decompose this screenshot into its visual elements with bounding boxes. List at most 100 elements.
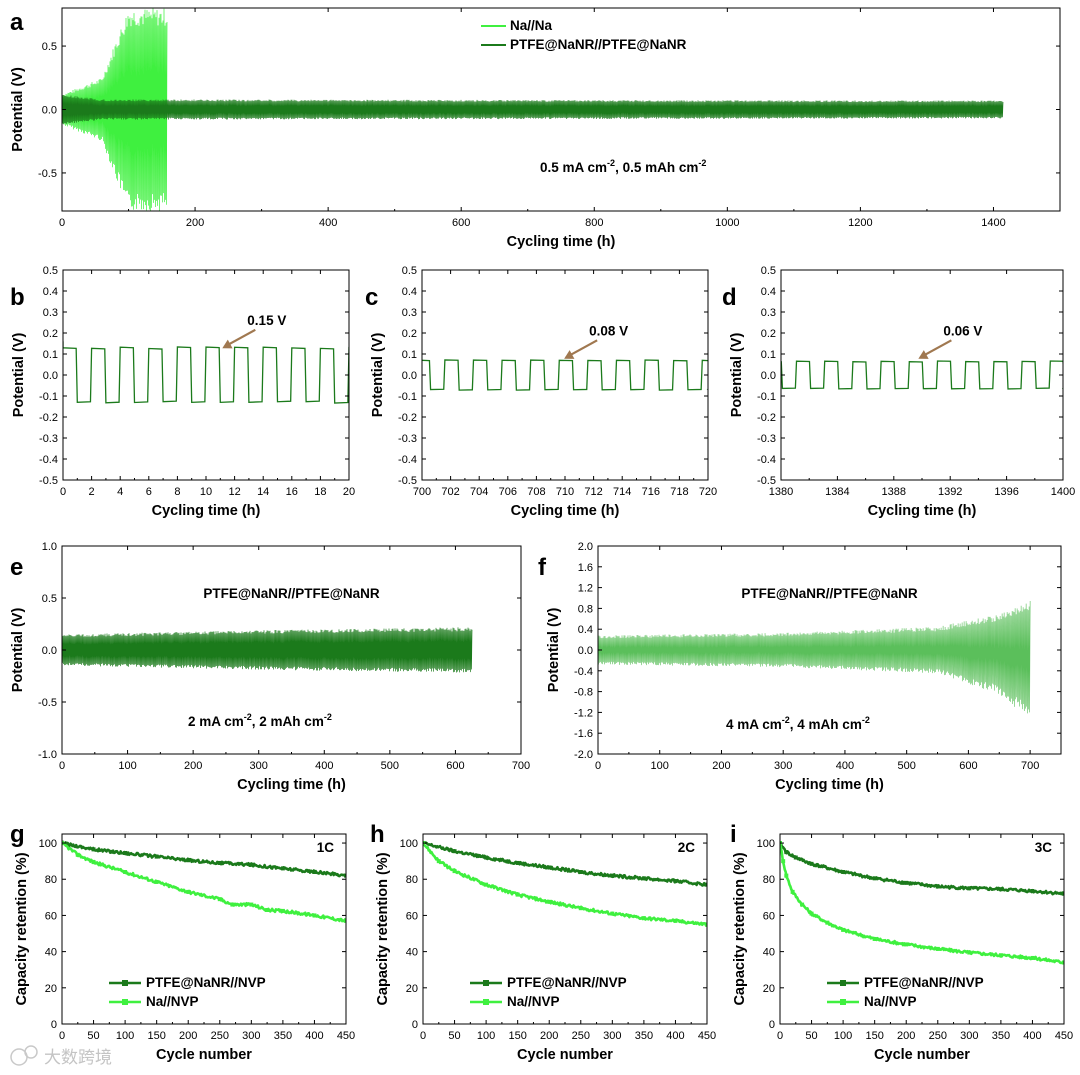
legend-label-i-1: Na//NVP: [864, 994, 917, 1009]
panel-label-i: i: [730, 821, 737, 848]
xtick-label-i-8: 400: [1023, 1030, 1041, 1042]
xaxis-label-g: Cycle number: [156, 1047, 252, 1063]
marker-g-0-5: [217, 860, 222, 865]
yaxis-label-c: Potential (V): [370, 333, 386, 418]
plot-frame-h: [422, 833, 708, 1025]
marker-i-1-8: [872, 936, 877, 941]
panel-label-d: d: [722, 284, 737, 311]
xtick-label-i-2: 100: [834, 1030, 852, 1042]
xtick-label-g-7: 350: [274, 1030, 292, 1042]
xtick-label-i-7: 350: [992, 1030, 1010, 1042]
ytick-label-c-9: 0.4: [402, 286, 417, 298]
ytick-label-g-2: 40: [45, 947, 57, 959]
marker-i-0-11: [1062, 891, 1064, 896]
xtick-label-e-5: 500: [381, 760, 399, 772]
ytick-label-g-3: 60: [45, 910, 57, 922]
xtick-label-f-3: 300: [774, 760, 792, 772]
series-b-0: [63, 341, 349, 404]
xtick-label-d-5: 1400: [1051, 486, 1075, 498]
marker-i-1-14: [1062, 960, 1064, 965]
marker-h-1-7: [610, 911, 615, 916]
plot-frame-i: [779, 833, 1065, 1025]
watermark: 大数跨境: [10, 1045, 112, 1067]
panel-e: 0 100 200 300 400 500 600 700 -1.0 -0.5 0.0 0.5 1.0 C…: [10, 541, 530, 793]
marker-g-1-8: [249, 902, 254, 907]
ytick-label-d-5: 0.0: [761, 370, 776, 382]
marker-g-1-12: [344, 918, 346, 923]
xtick-label-h-0: 0: [420, 1030, 426, 1042]
panel-b: 0 2 4 6 8 10 12 14 16 18 20 -0.5 -0.4 -0.3 -0.2 -0.1 0.0…: [10, 265, 355, 519]
plot-frame-c: [421, 269, 709, 481]
xtick-label-i-1: 50: [805, 1030, 817, 1042]
watermark-logo-icon-2: [24, 1045, 38, 1059]
xtick-label-b-8: 16: [286, 486, 298, 498]
rate-label-g: 1C: [317, 840, 335, 855]
ytick-label-f-10: 2.0: [578, 541, 593, 553]
ytick-label-f-9: 1.6: [578, 562, 593, 574]
series-h-1: [423, 843, 707, 927]
xtick-label-a-4: 800: [585, 217, 603, 229]
xaxis-label-b: Cycling time (h): [152, 503, 261, 519]
data-layer: [423, 841, 707, 927]
panel-d: 1380 1384 1388 1392 1396 1400 -0.5 -0.4 -0.3 -0.2…: [722, 265, 1075, 519]
marker-h-0-2: [484, 855, 489, 860]
marker-g-1-3: [123, 870, 128, 874]
ytick-label-d-1: -0.4: [757, 454, 776, 466]
marker-i-0-3: [809, 861, 814, 866]
xtick-label-d-1: 1384: [825, 486, 849, 498]
marker-h-1-5: [547, 899, 552, 904]
xtick-label-b-1: 2: [89, 486, 95, 498]
marker-h-0-3: [515, 860, 520, 865]
marker-g-0-3: [154, 854, 159, 859]
panel-label-b: b: [10, 284, 25, 311]
xtick-label-i-4: 200: [897, 1030, 915, 1042]
marker-h-1-8: [641, 916, 646, 921]
marker-g-1-5: [186, 889, 191, 894]
ytick-label-b-7: 0.2: [43, 328, 58, 340]
xtick-label-g-8: 400: [305, 1030, 323, 1042]
xtick-label-e-4: 400: [315, 760, 333, 772]
marker-i-0-6: [904, 880, 909, 885]
marker-g-0-9: [344, 873, 346, 878]
ytick-label-b-3: -0.2: [39, 412, 58, 424]
ytick-label-f-4: -0.4: [574, 666, 593, 678]
marker-i-1-12: [998, 953, 1003, 958]
marker-g-0-6: [249, 862, 254, 867]
ytick-label-b-5: 0.0: [43, 370, 58, 382]
xtick-label-c-1: 702: [441, 486, 459, 498]
xtick-label-a-1: 200: [186, 217, 204, 229]
xaxis-label-h: Cycle number: [517, 1047, 613, 1063]
marker-i-1-13: [1030, 955, 1035, 960]
yaxis-label-i: Capacity retention (%): [732, 852, 748, 1005]
ytick-label-d-2: -0.3: [757, 433, 776, 445]
marker-h-0-4: [547, 865, 552, 870]
panel-label-a: a: [10, 9, 24, 36]
xtick-label-f-7: 700: [1021, 760, 1039, 772]
xtick-label-b-5: 10: [200, 486, 212, 498]
callout-label-d: 0.06 V: [943, 323, 982, 338]
marker-i-1-1: [781, 859, 786, 864]
ytick-label-i-1: 20: [763, 983, 775, 995]
xtick-label-c-10: 720: [699, 486, 717, 498]
ytick-label-f-6: 0.4: [578, 624, 593, 636]
ytick-label-e-1: -0.5: [38, 697, 57, 709]
panel-g: 0 50 100 150 200 250 300 350 400 450 0 20 40 60 80 100 C…: [10, 821, 355, 1063]
ytick-label-c-3: -0.2: [398, 412, 417, 424]
xtick-label-b-9: 18: [314, 486, 326, 498]
xtick-label-c-0: 700: [413, 486, 431, 498]
xtick-label-a-0: 0: [59, 217, 65, 229]
marker-g-1-4: [154, 879, 159, 884]
marker-h-1-9: [673, 918, 678, 923]
series-i-1: [780, 843, 1064, 965]
xtick-label-c-5: 710: [556, 486, 574, 498]
marker-h-1-1: [436, 859, 441, 864]
xtick-label-f-6: 600: [959, 760, 977, 772]
series-a-0: [62, 8, 168, 211]
xtick-label-i-9: 450: [1055, 1030, 1073, 1042]
marker-i-1-2: [784, 873, 789, 878]
xaxis-label-i: Cycle number: [874, 1047, 970, 1063]
xtick-label-e-1: 100: [118, 760, 136, 772]
condition-part-f-3: -2: [862, 715, 870, 725]
marker-g-1-2: [91, 860, 96, 865]
xtick-label-f-0: 0: [595, 760, 601, 772]
